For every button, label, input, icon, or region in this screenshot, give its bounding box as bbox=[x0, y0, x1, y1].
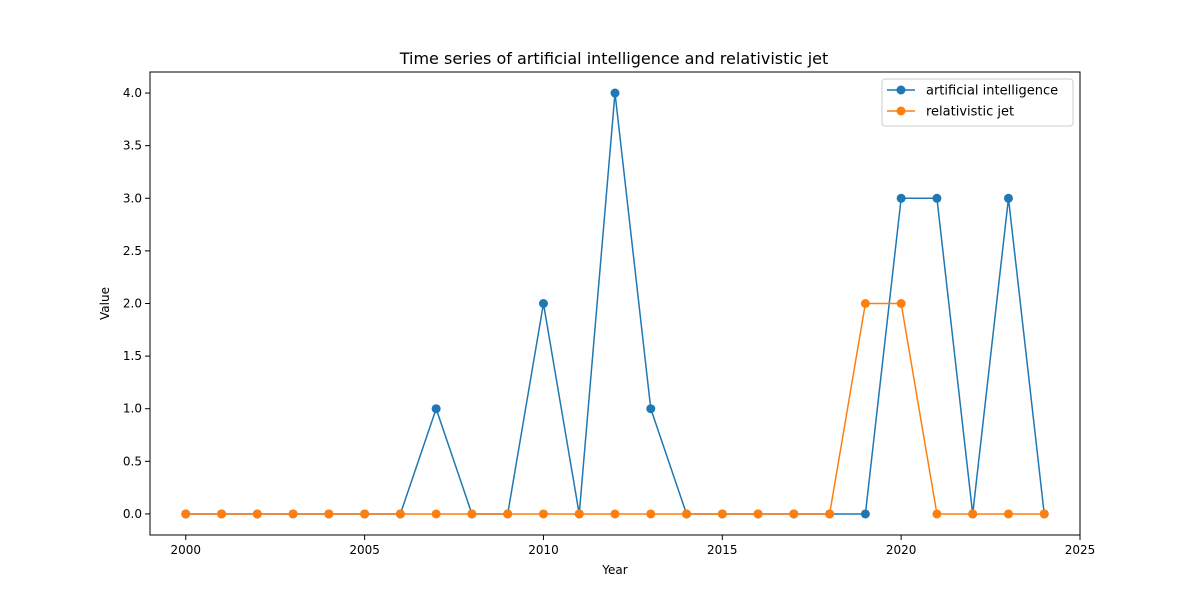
legend: artificial intelligence relativistic jet bbox=[881, 78, 1074, 127]
data-point bbox=[1039, 509, 1049, 519]
y-tick-label: 0.0 bbox=[123, 507, 142, 521]
data-point bbox=[860, 299, 870, 308]
data-point bbox=[860, 509, 870, 519]
y-tick-label: 2.5 bbox=[123, 244, 142, 258]
legend-item: relativistic jet bbox=[887, 105, 1014, 120]
data-point bbox=[1003, 509, 1013, 519]
data-point bbox=[789, 509, 799, 519]
x-axis-label: Year bbox=[601, 563, 627, 577]
y-tick-label: 1.5 bbox=[123, 349, 142, 363]
y-tick-label: 3.0 bbox=[123, 191, 142, 205]
data-point bbox=[932, 509, 942, 519]
legend-frame bbox=[881, 78, 1074, 127]
data-point bbox=[968, 509, 978, 519]
data-point bbox=[252, 509, 262, 519]
data-point bbox=[360, 509, 370, 519]
y-tick-label: 0.5 bbox=[123, 454, 142, 468]
x-tick-label: 2000 bbox=[170, 543, 201, 557]
y-tick-label: 1.0 bbox=[123, 402, 142, 416]
data-point bbox=[181, 509, 191, 519]
x-tick-label: 2020 bbox=[886, 543, 917, 557]
y-tick-label: 4.0 bbox=[123, 86, 142, 100]
y-tick-label: 2.0 bbox=[123, 297, 142, 311]
legend-item: artificial intelligence bbox=[887, 84, 1058, 99]
legend-marker bbox=[896, 106, 906, 116]
data-point bbox=[1003, 193, 1013, 203]
data-point bbox=[610, 88, 620, 98]
legend-label: artificial intelligence bbox=[926, 84, 1058, 99]
x-tick-label: 2005 bbox=[349, 543, 380, 557]
data-point bbox=[825, 509, 835, 519]
data-point bbox=[431, 404, 441, 414]
data-point bbox=[395, 509, 405, 519]
data-point bbox=[646, 509, 656, 519]
data-point bbox=[646, 404, 656, 414]
y-tick-label: 3.5 bbox=[123, 139, 142, 153]
data-point bbox=[538, 299, 548, 308]
data-point bbox=[538, 509, 548, 519]
series-relativistic-jet bbox=[181, 299, 1049, 519]
data-point bbox=[324, 509, 334, 519]
data-point bbox=[896, 299, 906, 308]
data-point bbox=[288, 509, 298, 519]
chart-title: Time series of artificial intelligence a… bbox=[399, 49, 829, 68]
data-point bbox=[896, 193, 906, 203]
x-tick-label: 2015 bbox=[707, 543, 738, 557]
data-point bbox=[467, 509, 477, 519]
y-axis-label: Value bbox=[98, 287, 112, 320]
x-axis-ticks: 2000 2005 2010 2015 2020 2025 bbox=[170, 535, 1095, 557]
y-axis-ticks: 0.0 0.5 1.0 1.5 2.0 2.5 3.0 3.5 4.0 bbox=[123, 86, 150, 521]
series-layer bbox=[181, 88, 1049, 519]
data-point bbox=[503, 509, 513, 519]
data-point bbox=[431, 509, 441, 519]
legend-label: relativistic jet bbox=[926, 105, 1014, 120]
legend-marker bbox=[896, 85, 906, 95]
data-point bbox=[717, 509, 727, 519]
data-point bbox=[574, 509, 584, 519]
data-point bbox=[682, 509, 692, 519]
data-point bbox=[753, 509, 763, 519]
x-tick-label: 2025 bbox=[1065, 543, 1096, 557]
x-tick-label: 2010 bbox=[528, 543, 559, 557]
data-point bbox=[610, 509, 620, 519]
data-point bbox=[217, 509, 227, 519]
data-point bbox=[932, 193, 942, 203]
